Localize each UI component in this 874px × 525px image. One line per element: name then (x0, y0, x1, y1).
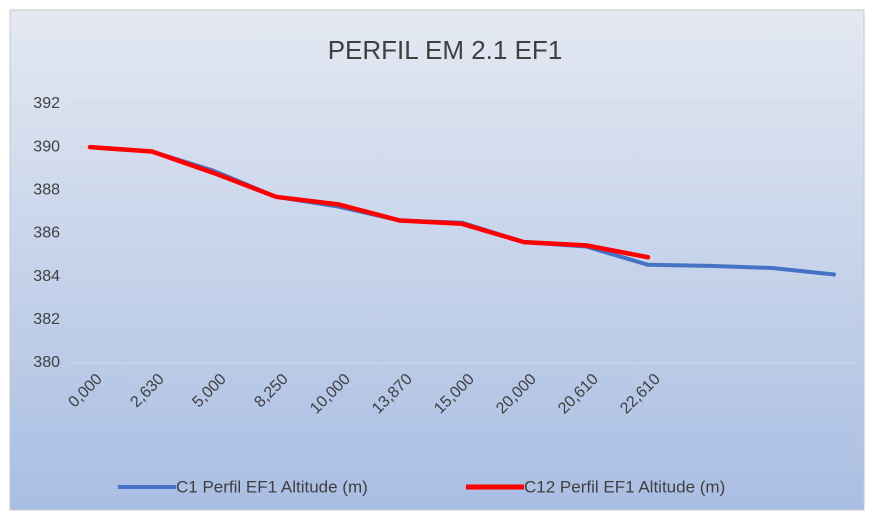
chart-title: PERFIL EM 2.1 EF1 (328, 35, 563, 65)
y-tick-label: 392 (33, 95, 60, 112)
y-tick-label: 388 (33, 182, 60, 199)
line-series (87, 144, 651, 260)
legend-label: C12 Perfil EF1 Altitude (m) (524, 477, 725, 496)
y-tick-label: 386 (33, 225, 60, 242)
y-tick-label: 384 (33, 268, 60, 285)
chart-background (9, 9, 865, 511)
legend-label: C1 Perfil EF1 Altitude (m) (176, 477, 368, 496)
y-tick-label: 390 (33, 138, 60, 155)
y-tick-label: 380 (33, 354, 60, 371)
y-tick-label: 382 (33, 311, 60, 328)
